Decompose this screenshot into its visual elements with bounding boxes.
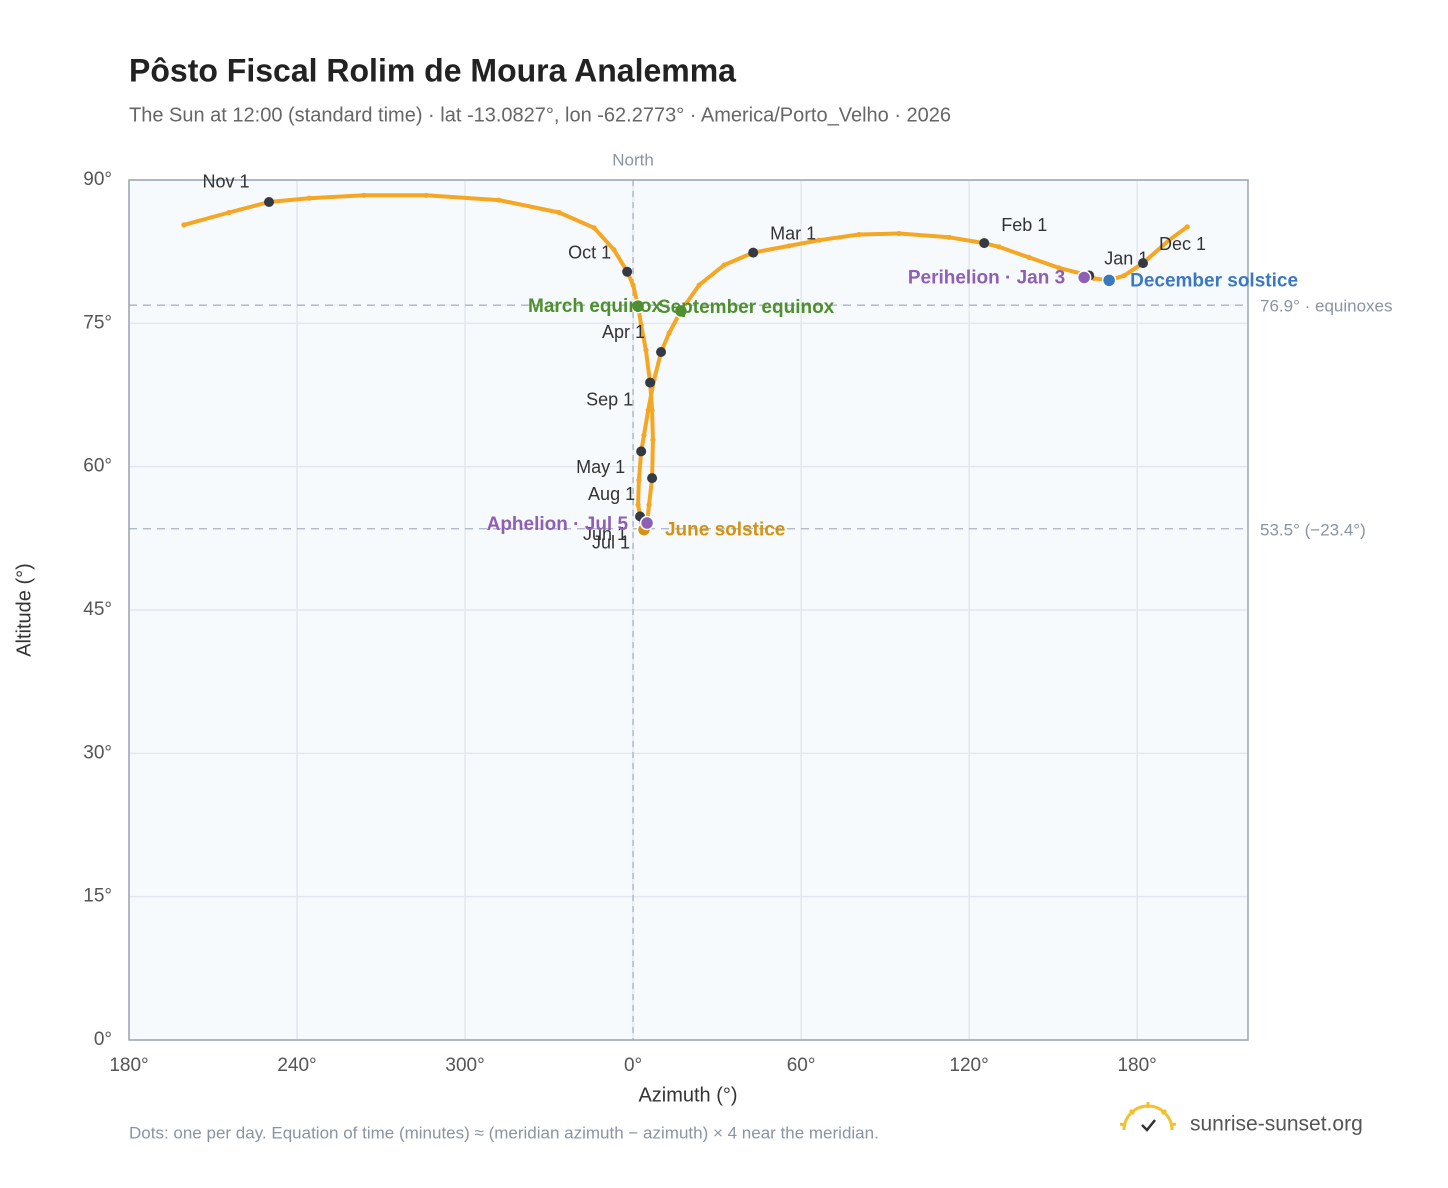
day-dot [556,209,562,216]
event-label: Aphelion · Jul 5 [487,514,629,535]
day-dot [635,502,641,508]
y-tick-label: 75° [83,312,112,333]
month-label: Jul 1 [592,532,630,552]
x-tick-label: 60° [787,1055,816,1076]
y-axis-title: Altitude (°) [13,563,35,657]
day-dot [423,192,429,198]
y-tick-label: 45° [83,599,112,620]
month-label: Oct 1 [568,242,611,262]
reference-label: 76.9° · equinoxes [1260,297,1393,316]
y-tick-label: 0° [94,1029,112,1050]
event-marker [630,298,646,314]
day-dot [1026,254,1032,260]
month-marker [264,196,275,207]
month-label: Feb 1 [1001,215,1047,235]
event-marker [1076,270,1092,285]
month-marker [979,238,990,249]
day-dot [696,282,702,288]
day-dot [591,225,597,231]
plot-border [128,179,1249,1041]
event-marker [1101,273,1117,288]
day-dot [650,437,656,443]
month-label: Sep 1 [586,389,633,409]
month-label: Apr 1 [602,322,645,342]
day-dot [630,282,636,288]
y-tick-label: 60° [83,456,112,477]
logo [1119,1102,1177,1132]
x-tick-label: 120° [949,1055,988,1076]
day-dot [645,407,651,413]
day-dot [306,195,312,201]
month-marker [622,266,633,277]
day-dot [896,230,902,237]
month-label: Jan 1 [1104,248,1148,268]
month-label: Mar 1 [770,223,816,243]
day-dot [666,330,672,336]
month-label: Aug 1 [588,484,635,504]
day-dot [816,237,822,243]
x-tick-label: 180° [109,1055,148,1076]
day-dot [226,209,232,216]
chart-title: Pôsto Fiscal Rolim de Moura Analemma [129,52,736,88]
day-dot [946,234,952,240]
event-label: Perihelion · Jan 3 [908,267,1065,288]
day-dot [1056,265,1062,271]
day-dot [996,244,1002,250]
day-dot [636,477,642,483]
event-marker [639,515,655,531]
month-marker [1137,258,1148,269]
month-label: Jun 1 [583,524,627,544]
month-marker [636,446,647,457]
month-marker [656,347,667,357]
day-dot [181,222,187,228]
day-dot [1166,237,1172,243]
meridian-label: North [612,150,654,169]
day-dot [611,247,617,253]
reference-label: 53.5° (−23.4°) [1260,520,1366,539]
day-dot [646,502,652,508]
x-tick-label: 180° [1117,1055,1156,1076]
footnote: Dots: one per day. Equation of time (min… [129,1123,879,1142]
x-tick-label: 240° [277,1055,316,1076]
event-label: June solstice [665,520,785,541]
day-dot [1184,224,1190,230]
day-dot [649,407,655,413]
event-label: September equinox [658,297,835,318]
x-tick-label: 0° [624,1055,642,1076]
y-tick-label: 90° [83,169,112,190]
month-label: Nov 1 [202,172,249,192]
month-marker [645,377,656,388]
y-tick-label: 15° [83,886,112,907]
day-dot [638,322,644,328]
day-dot [643,347,649,353]
month-marker [647,473,658,484]
chart-subtitle: The Sun at 12:00 (standard time) · lat -… [129,104,951,126]
day-dot [361,192,367,198]
day-dot [641,432,647,438]
day-dot [496,197,502,203]
event-label: March equinox [528,296,663,317]
x-tick-label: 300° [445,1055,484,1076]
day-dot [1121,272,1127,279]
x-axis-title: Azimuth (°) [638,1084,737,1106]
month-label: Dec 1 [1159,234,1206,254]
day-dot [721,262,727,268]
month-label: May 1 [576,457,625,477]
day-dot [856,231,862,238]
event-marker [673,303,689,319]
brand: sunrise-sunset.org [1190,1113,1363,1136]
y-tick-label: 30° [83,742,112,763]
day-dot [786,243,792,249]
month-marker [748,247,759,258]
event-label: December solstice [1130,270,1298,291]
